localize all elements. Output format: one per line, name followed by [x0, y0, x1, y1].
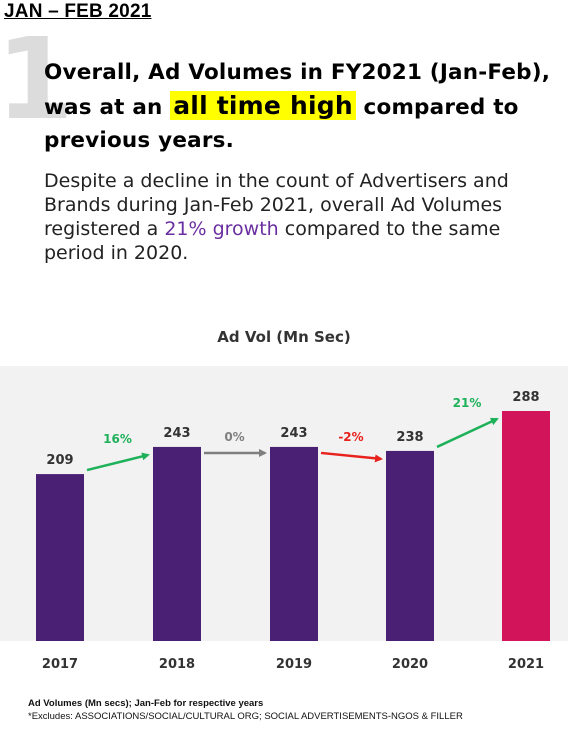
- category-label-2017: 2017: [42, 657, 78, 672]
- description: Despite a decline in the count of Advert…: [44, 169, 564, 265]
- footnote-units: Ad Volumes (Mn secs); Jan-Feb for respec…: [28, 698, 264, 709]
- change-label-2: -2%: [338, 430, 363, 444]
- change-arrow-4: [436, 417, 499, 449]
- insight-number: 1: [0, 15, 74, 145]
- category-label-2021: 2021: [508, 657, 544, 672]
- change-label-16: 16%: [103, 432, 132, 446]
- value-label-2018: 243: [163, 426, 190, 441]
- value-label-2019: 243: [280, 426, 307, 441]
- chart-title: Ad Vol (Mn Sec): [217, 328, 351, 346]
- category-label-2020: 2020: [392, 657, 428, 672]
- footnote-excludes: *Excludes: ASSOCIATIONS/SOCIAL/CULTURAL …: [28, 711, 463, 722]
- headline-text-2: compared to previous years.: [44, 95, 519, 153]
- bar-2017: [36, 474, 84, 641]
- bar-2019: [270, 446, 318, 641]
- value-label-2020: 238: [396, 430, 423, 445]
- description-text-2: compared to the same period in 2020.: [44, 218, 501, 264]
- change-label-0: 0%: [224, 430, 244, 444]
- bar-2021: [502, 411, 550, 641]
- headline-text-1: Overall, Ad Volumes in FY2021 (Jan-Feb),…: [44, 60, 551, 120]
- category-label-2019: 2019: [276, 657, 312, 672]
- period-heading: JAN – FEB 2021: [4, 1, 152, 22]
- description-text-1: Despite a decline in the count of Advert…: [44, 170, 509, 240]
- value-label-2017: 209: [46, 453, 73, 468]
- headline: Overall, Ad Volumes in FY2021 (Jan-Feb),…: [44, 56, 564, 157]
- change-arrow-1: [86, 452, 150, 472]
- description-growth: 21% growth: [164, 218, 279, 240]
- category-label-2018: 2018: [159, 657, 195, 672]
- headline-highlight: all time high: [170, 91, 356, 120]
- bar-2020: [386, 450, 434, 641]
- change-label-21: 21%: [453, 396, 482, 410]
- bar-2018: [153, 446, 201, 641]
- value-label-2021: 288: [512, 390, 539, 405]
- change-arrow-3: [320, 451, 383, 463]
